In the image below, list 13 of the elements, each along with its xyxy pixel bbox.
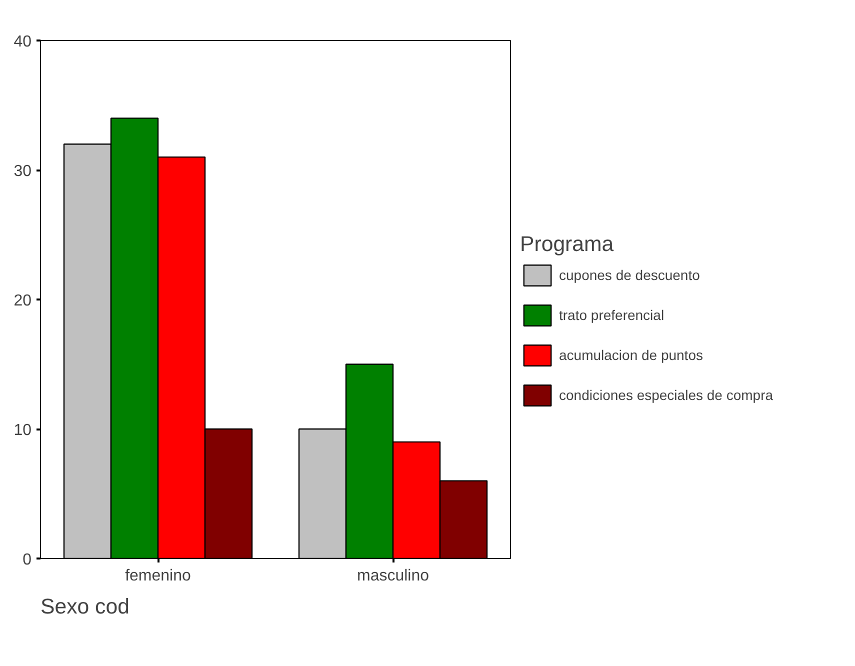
legend-label: acumulacion de puntos bbox=[559, 347, 703, 363]
x-tick-label: femenino bbox=[125, 568, 192, 584]
legend-label: cupones de descuento bbox=[559, 267, 700, 283]
legend-label: trato preferencial bbox=[559, 307, 664, 323]
x-tick-label: masculino bbox=[356, 568, 430, 584]
legend-title: Programa bbox=[520, 232, 615, 257]
y-tick-label: 10 bbox=[14, 422, 32, 439]
y-tick-label: 30 bbox=[14, 163, 32, 180]
legend-label: condiciones especiales de compra bbox=[559, 387, 774, 403]
y-tick-label: 20 bbox=[14, 292, 32, 310]
y-tick-label: 40 bbox=[14, 34, 32, 50]
x-axis-title: Sexo cod bbox=[40, 594, 130, 618]
y-tick-label: 0 bbox=[22, 552, 32, 568]
